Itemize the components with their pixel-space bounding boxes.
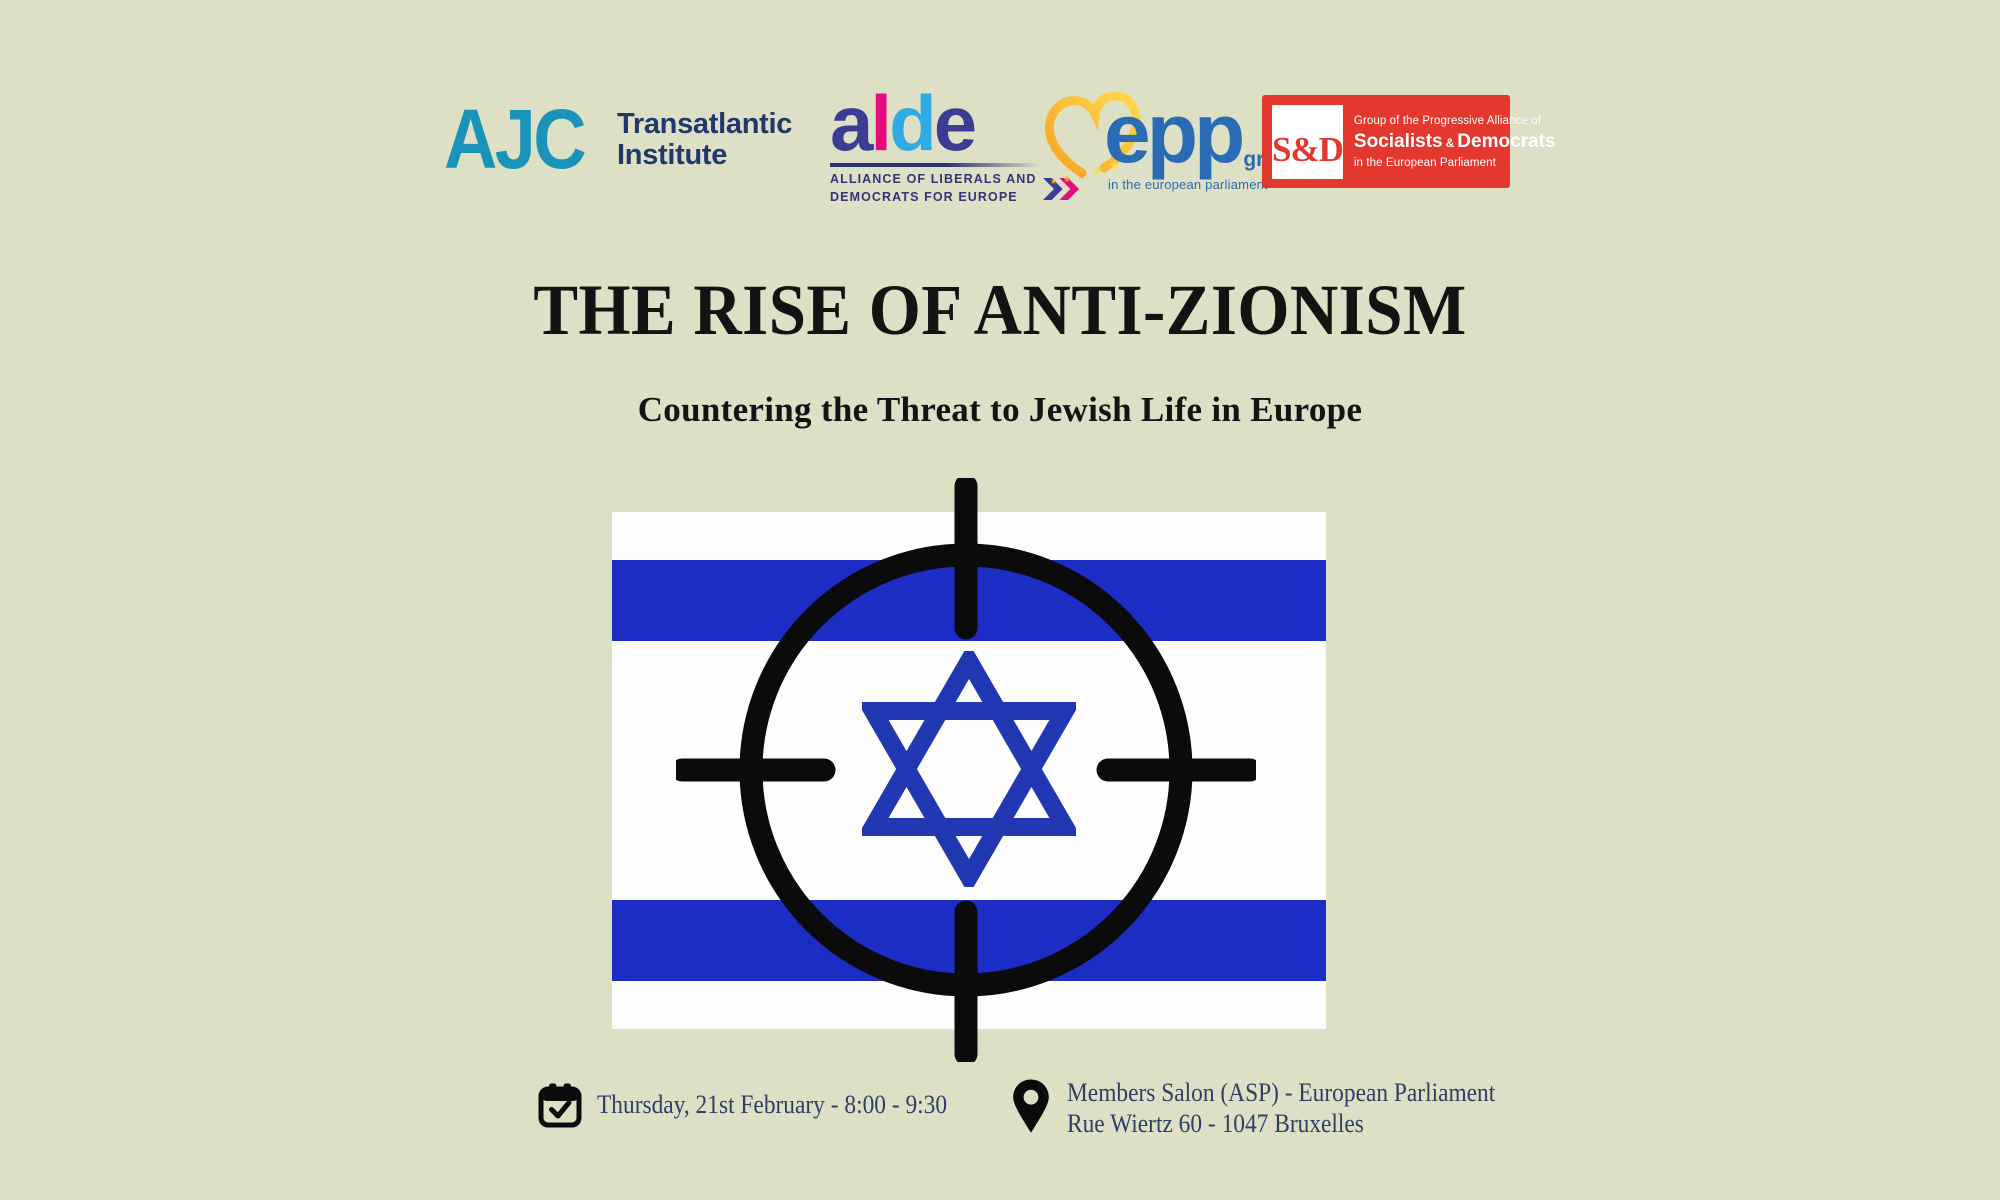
- star-glyph: ★: [1077, 171, 1086, 182]
- ajc-name-text: Transatlantic Institute: [617, 107, 793, 171]
- double-chevron-icon: [1043, 177, 1080, 200]
- ajc-name-line1: Transatlantic: [617, 107, 793, 140]
- event-location-text: Members Salon (ASP) - European Parliamen…: [1067, 1078, 1543, 1139]
- sd-democrats-text: Democrats: [1457, 130, 1556, 152]
- poster-subtitle: Countering the Threat to Jewish Life in …: [637, 390, 1363, 429]
- ajc-transatlantic-institute-logo: AJC Transatlantic Institute: [444, 92, 793, 186]
- alde-caption-line1: ALLIANCE OF LIBERALS AND: [830, 171, 1037, 186]
- location-pin-icon: [1013, 1079, 1049, 1133]
- calendar-check-icon: [538, 1083, 582, 1128]
- alde-letter-a: a: [830, 79, 873, 167]
- alde-caption-row: ALLIANCE OF LIBERALS AND DEMOCRATS FOR E…: [830, 171, 1080, 205]
- epp-acronym-text: epp: [1104, 86, 1245, 180]
- alde-underline: [830, 162, 1042, 167]
- sd-text-block: Group of the Progressive Alliance of Soc…: [1354, 115, 1556, 169]
- event-location-line1: Members Salon (ASP) - European Parliamen…: [1067, 1078, 1496, 1107]
- alde-letter-e: e: [933, 79, 977, 167]
- alde-letter-l: l: [870, 79, 892, 167]
- star-glyph: ★: [1108, 157, 1121, 173]
- crosshair-target-icon: [676, 478, 1256, 1062]
- ajc-acronym-text: AJC: [444, 92, 587, 186]
- poster-title: THE RISE OF ANTI-ZIONISM: [533, 270, 1467, 350]
- star-glyph: ★: [1092, 164, 1103, 178]
- event-location-row: Members Salon (ASP) - European Parliamen…: [1012, 1078, 1543, 1139]
- event-date-text: Thursday, 21st February - 8:00 - 9:30: [597, 1090, 948, 1119]
- alde-wordmark: a l d e: [830, 79, 1079, 167]
- epp-tagline-text: in the european parliament: [1108, 176, 1268, 192]
- epp-group-logo: ★ ★ ★ ★ ★ epp group in the european parl…: [1042, 84, 1303, 196]
- star-glyph: ★: [1063, 174, 1071, 184]
- star-glyph: ★: [1050, 177, 1057, 186]
- alde-logo: a l d e ALLIANCE OF LIBERALS AND DEMOCRA…: [830, 79, 1080, 205]
- epp-text-block: epp group in the european parliament: [1104, 86, 1303, 192]
- sd-acronym-box: S&D: [1272, 104, 1344, 179]
- ajc-name-line2: Institute: [617, 138, 728, 171]
- sd-socialists-text: Socialists: [1353, 130, 1443, 152]
- sd-line1: Group of the Progressive Alliance of: [1353, 114, 1541, 127]
- sd-acronym-text: S&D: [1272, 129, 1344, 169]
- event-location-line2: Rue Wiertz 60 - 1047 Bruxelles: [1067, 1109, 1364, 1138]
- alde-caption-line2: DEMOCRATS FOR EUROPE: [830, 189, 1018, 204]
- alde-letter-d: d: [889, 79, 937, 167]
- sd-ampersand: &: [1445, 135, 1455, 150]
- sd-group-logo: S&D Group of the Progressive Alliance of…: [1262, 95, 1556, 188]
- heart-outline-icon: ★ ★ ★ ★ ★: [1044, 91, 1141, 186]
- sd-line2: Socialists & Democrats: [1354, 131, 1556, 153]
- alde-caption-text: ALLIANCE OF LIBERALS AND DEMOCRATS FOR E…: [830, 171, 1037, 205]
- event-date-row: Thursday, 21st February - 8:00 - 9:30: [538, 1082, 986, 1128]
- sd-line3: in the European Parliament: [1353, 156, 1496, 169]
- star-of-david-icon: [862, 651, 1076, 887]
